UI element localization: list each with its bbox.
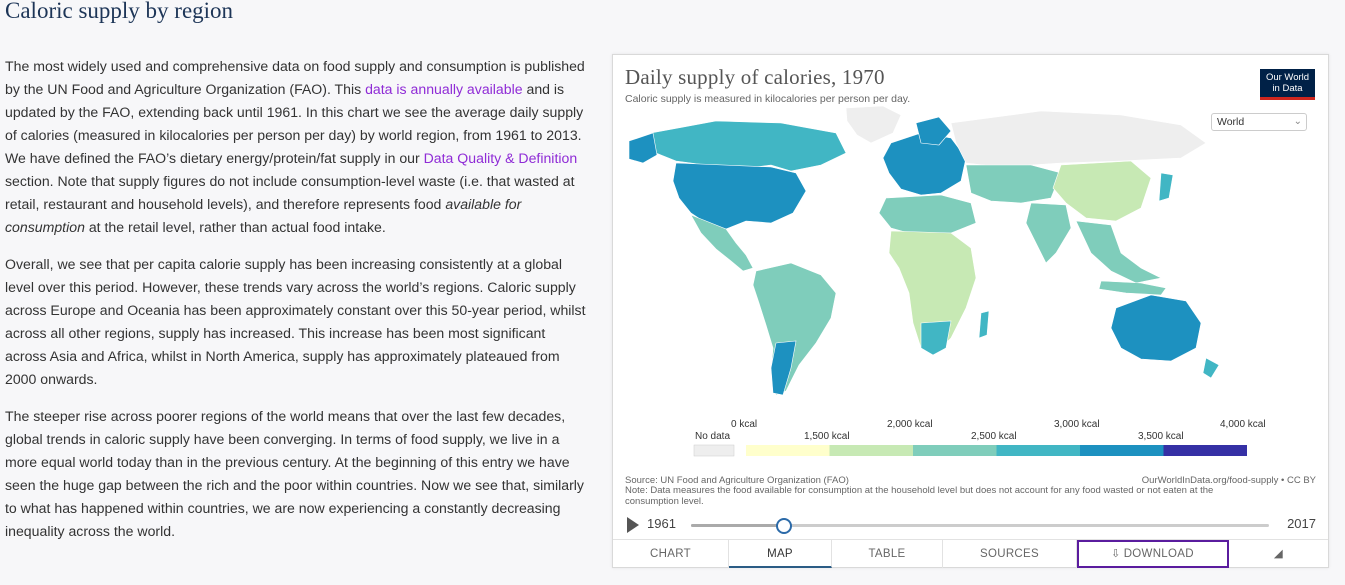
- map-region-india: [1025, 202, 1072, 264]
- timeline-track[interactable]: [691, 518, 1269, 534]
- article-paragraph-3: The steeper rise across poorer regions o…: [5, 408, 584, 539]
- legend-label-3500: 3,500 kcal: [1138, 431, 1184, 442]
- chart-tabs: CHART MAP TABLE SOURCES ⇩ DOWNLOAD ◢: [613, 539, 1328, 568]
- map-region-argentina: [770, 340, 797, 396]
- tab-chart[interactable]: CHART: [613, 540, 729, 568]
- legend-bin-5: [1163, 445, 1247, 456]
- legend-no-data-swatch: [693, 444, 735, 457]
- timeline: 1961 2017: [613, 515, 1328, 535]
- map-legend: No data 0 kcal 2,000 kcal 3,000 kcal 4,0…: [613, 415, 1328, 465]
- play-icon[interactable]: [627, 517, 639, 533]
- share-icon: ◢: [1273, 548, 1284, 560]
- share-button[interactable]: ◢: [1229, 540, 1328, 568]
- chart-url-link[interactable]: OurWorldInData.org/food-supply • CC BY: [1141, 475, 1316, 486]
- map-region-australia: [1110, 294, 1202, 362]
- data-quality-link[interactable]: Data Quality & Definition: [423, 150, 578, 166]
- chart-card: Daily supply of calories, 1970 Caloric s…: [612, 54, 1329, 568]
- legend-bin-1: [829, 445, 913, 456]
- download-icon: ⇩: [1111, 548, 1121, 560]
- chart-subtitle: Caloric supply is measured in kilocalori…: [625, 93, 911, 105]
- timeline-handle[interactable]: [775, 518, 792, 534]
- map-region-canada: [650, 120, 847, 172]
- legend-label-4000: 4,000 kcal: [1220, 419, 1266, 430]
- map-region-central-asia: [965, 164, 1062, 204]
- tab-download[interactable]: ⇩ DOWNLOAD: [1077, 540, 1229, 568]
- data-availability-link[interactable]: data is annually available: [365, 81, 523, 97]
- map-region-southeast-asia: [1075, 220, 1162, 284]
- map-region-usa: [672, 162, 807, 230]
- map-region-mexico: [690, 214, 754, 272]
- chevron-down-icon: ⌄: [1293, 116, 1302, 127]
- timeline-fill: [691, 524, 784, 527]
- chart-source: Source: UN Food and Agriculture Organiza…: [625, 475, 849, 486]
- world-map[interactable]: [621, 103, 1221, 403]
- article-paragraph-2: Overall, we see that per capita calorie …: [5, 256, 586, 387]
- legend-label-2000: 2,000 kcal: [887, 419, 933, 430]
- map-region-alaska: [628, 132, 658, 164]
- legend-no-data-label: No data: [695, 431, 731, 442]
- legend-bin-2: [913, 445, 997, 456]
- map-region-new-zealand: [1202, 357, 1220, 379]
- owid-logo[interactable]: Our World in Data: [1260, 69, 1315, 100]
- legend-label-1500: 1,500 kcal: [804, 431, 850, 442]
- legend-bins: [746, 445, 1247, 456]
- map-region-south-america: [752, 262, 837, 396]
- page-title: Caloric supply by region: [5, 0, 234, 23]
- map-region-southern-africa: [920, 320, 952, 356]
- legend-label-3000: 3,000 kcal: [1054, 419, 1100, 430]
- map-region-indonesia: [1098, 280, 1167, 296]
- legend-label-2500: 2,500 kcal: [971, 431, 1017, 442]
- tab-map[interactable]: MAP: [729, 540, 832, 568]
- region-select[interactable]: World ⌄: [1211, 113, 1307, 131]
- tab-table[interactable]: TABLE: [832, 540, 943, 568]
- map-region-russia: [950, 110, 1207, 168]
- map-region-greenland: [845, 105, 902, 144]
- map-region-north-africa: [878, 194, 977, 236]
- chart-note: Note: Data measures the food available f…: [625, 485, 1214, 507]
- legend-bin-3: [996, 445, 1080, 456]
- legend-bar: [693, 444, 1247, 457]
- legend-bin-0: [746, 445, 830, 456]
- chart-title: Daily supply of calories, 1970: [625, 65, 885, 89]
- timeline-start-year: 1961: [647, 516, 676, 531]
- article-body: The most widely used and comprehensive d…: [5, 55, 587, 557]
- legend-label-0: 0 kcal: [731, 419, 758, 430]
- map-region-madagascar: [978, 310, 990, 339]
- article-paragraph-1: The most widely used and comprehensive d…: [5, 58, 585, 235]
- map-region-japan: [1158, 172, 1174, 202]
- tab-sources[interactable]: SOURCES: [943, 540, 1077, 568]
- legend-bin-4: [1080, 445, 1164, 456]
- map-region-scandinavia: [915, 116, 952, 146]
- timeline-end-year: 2017: [1287, 516, 1316, 531]
- map-region-china: [1052, 160, 1152, 222]
